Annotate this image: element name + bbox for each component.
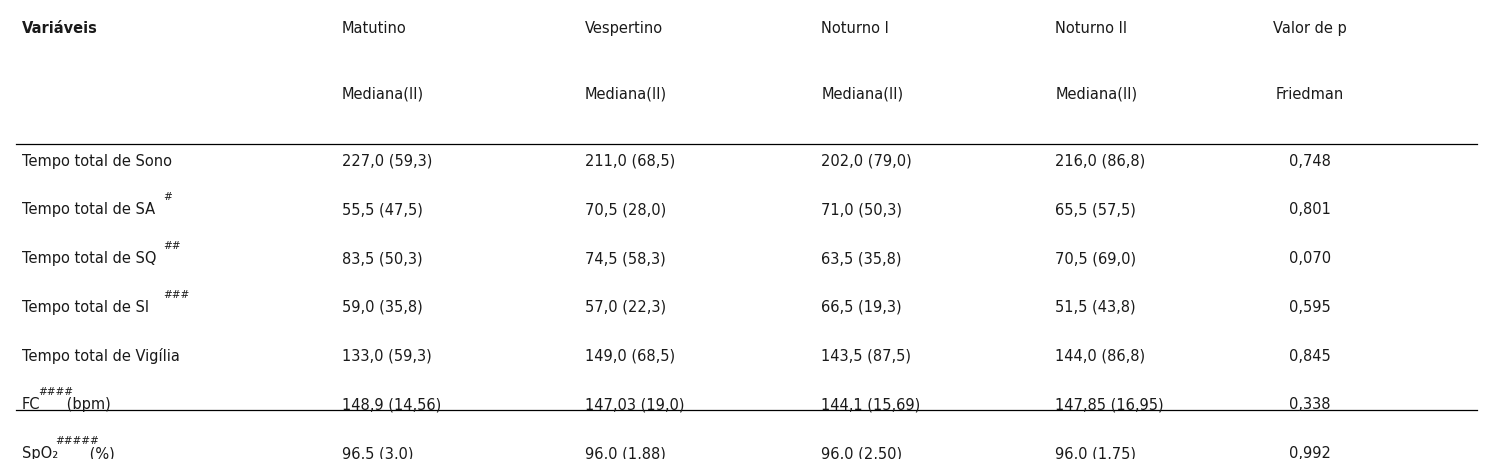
Text: 96,0 (1,88): 96,0 (1,88) <box>585 445 666 459</box>
Text: Noturno II: Noturno II <box>1056 21 1127 36</box>
Text: Tempo total de SI: Tempo total de SI <box>22 299 149 314</box>
Text: ###: ### <box>162 289 189 299</box>
Text: 133,0 (59,3): 133,0 (59,3) <box>342 348 432 363</box>
Text: 143,5 (87,5): 143,5 (87,5) <box>822 348 911 363</box>
Text: Valor de p: Valor de p <box>1273 21 1348 36</box>
Text: 227,0 (59,3): 227,0 (59,3) <box>342 153 432 168</box>
Text: Mediana(II): Mediana(II) <box>585 87 667 101</box>
Text: 147,03 (19,0): 147,03 (19,0) <box>585 397 683 411</box>
Text: 0,801: 0,801 <box>1289 202 1331 217</box>
Text: SpO₂: SpO₂ <box>22 445 58 459</box>
Text: 96,0 (1,75): 96,0 (1,75) <box>1056 445 1136 459</box>
Text: 66,5 (19,3): 66,5 (19,3) <box>822 299 902 314</box>
Text: 70,5 (69,0): 70,5 (69,0) <box>1056 251 1136 265</box>
Text: 57,0 (22,3): 57,0 (22,3) <box>585 299 666 314</box>
Text: 65,5 (57,5): 65,5 (57,5) <box>1056 202 1136 217</box>
Text: FC: FC <box>22 397 40 411</box>
Text: 144,0 (86,8): 144,0 (86,8) <box>1056 348 1145 363</box>
Text: 83,5 (50,3): 83,5 (50,3) <box>342 251 423 265</box>
Text: 147,85 (16,95): 147,85 (16,95) <box>1056 397 1164 411</box>
Text: 70,5 (28,0): 70,5 (28,0) <box>585 202 666 217</box>
Text: (%): (%) <box>85 445 115 459</box>
Text: Variáveis: Variáveis <box>22 21 98 36</box>
Text: 0,748: 0,748 <box>1289 153 1331 168</box>
Text: 71,0 (50,3): 71,0 (50,3) <box>822 202 902 217</box>
Text: 55,5 (47,5): 55,5 (47,5) <box>342 202 423 217</box>
Text: 74,5 (58,3): 74,5 (58,3) <box>585 251 666 265</box>
Text: 0,070: 0,070 <box>1289 251 1331 265</box>
Text: 0,338: 0,338 <box>1289 397 1331 411</box>
Text: 144,1 (15,69): 144,1 (15,69) <box>822 397 920 411</box>
Text: Matutino: Matutino <box>342 21 406 36</box>
Text: ##: ## <box>162 241 180 251</box>
Text: 51,5 (43,8): 51,5 (43,8) <box>1056 299 1136 314</box>
Text: #####: ##### <box>55 435 98 445</box>
Text: Mediana(II): Mediana(II) <box>822 87 904 101</box>
Text: (bpm): (bpm) <box>63 397 112 411</box>
Text: #: # <box>162 192 171 202</box>
Text: Tempo total de Vigília: Tempo total de Vigília <box>22 347 180 363</box>
Text: Noturno I: Noturno I <box>822 21 889 36</box>
Text: 148,9 (14,56): 148,9 (14,56) <box>342 397 441 411</box>
Text: Tempo total de SA: Tempo total de SA <box>22 202 155 217</box>
Text: 0,845: 0,845 <box>1289 348 1331 363</box>
Text: ####: #### <box>39 386 73 397</box>
Text: 202,0 (79,0): 202,0 (79,0) <box>822 153 913 168</box>
Text: 216,0 (86,8): 216,0 (86,8) <box>1056 153 1145 168</box>
Text: 0,992: 0,992 <box>1289 445 1331 459</box>
Text: Mediana(II): Mediana(II) <box>342 87 424 101</box>
Text: 211,0 (68,5): 211,0 (68,5) <box>585 153 675 168</box>
Text: Tempo total de SQ: Tempo total de SQ <box>22 251 156 265</box>
Text: 0,595: 0,595 <box>1289 299 1331 314</box>
Text: 149,0 (68,5): 149,0 (68,5) <box>585 348 675 363</box>
Text: 96,0 (2,50): 96,0 (2,50) <box>822 445 902 459</box>
Text: Mediana(II): Mediana(II) <box>1056 87 1138 101</box>
Text: 59,0 (35,8): 59,0 (35,8) <box>342 299 423 314</box>
Text: Tempo total de Sono: Tempo total de Sono <box>22 153 171 168</box>
Text: Vespertino: Vespertino <box>585 21 663 36</box>
Text: 63,5 (35,8): 63,5 (35,8) <box>822 251 902 265</box>
Text: 96,5 (3,0): 96,5 (3,0) <box>342 445 414 459</box>
Text: Friedman: Friedman <box>1276 87 1345 101</box>
